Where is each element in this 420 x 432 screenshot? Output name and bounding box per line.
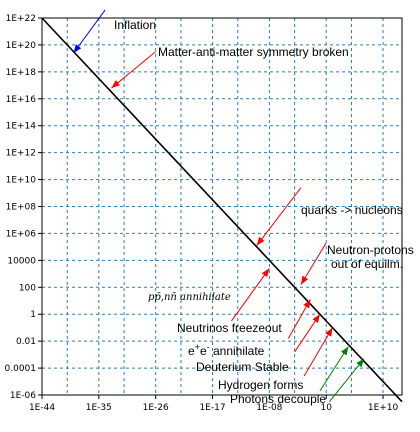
annotation-inflation: Inflation xyxy=(114,18,156,32)
y-tick-label: 1E+18 xyxy=(6,68,37,78)
x-axis-ticks: 1E-44 1E-35 1E-26 1E-17 1E-08 10 1E+10 xyxy=(29,395,399,413)
y-tick-label: 1E+16 xyxy=(6,95,37,105)
y-tick-label: 1E+12 xyxy=(6,149,36,159)
annotation-matter-antimatter: Matter-anti-matter symmetry broken xyxy=(158,45,349,59)
annotation-arrowhead xyxy=(340,346,349,356)
annotation-arrow-line xyxy=(303,327,333,377)
annotation-arrow-line xyxy=(231,268,270,322)
y-tick-label: 1E+14 xyxy=(6,122,37,132)
annotation-arrowhead xyxy=(300,275,309,285)
y-tick-label: 1 xyxy=(30,310,36,320)
y-tick-label: 0.01 xyxy=(16,337,36,347)
y-tick-label: 1E+20 xyxy=(6,41,37,51)
y-tick-label: 100 xyxy=(19,283,36,293)
x-tick-label: 10 xyxy=(320,403,332,413)
annotation-neutron-protons: Neutron-protons xyxy=(327,243,414,257)
x-tick-label: 1E-17 xyxy=(199,403,225,413)
annotation-arrow-line xyxy=(328,358,365,403)
x-tick-label: 1E-08 xyxy=(256,403,282,413)
y-tick-label: 1E+06 xyxy=(6,229,37,239)
x-tick-label: 1E-26 xyxy=(143,403,169,413)
y-tick-label: 1E+10 xyxy=(6,176,37,186)
annotation-deuterium-stable: Deuterium Stable xyxy=(196,360,289,374)
y-tick-label: 10000 xyxy=(7,256,36,266)
data-series xyxy=(41,17,403,403)
annotation-arrow-line xyxy=(73,9,106,54)
annotation-e-e-annihilate: e+e- annihilate xyxy=(188,342,265,358)
annotation-hydrogen-forms: Hydrogen forms xyxy=(218,378,303,392)
annotation-arrowhead xyxy=(303,299,311,309)
y-tick-label: 0.0001 xyxy=(5,364,37,374)
annotation-arrowhead xyxy=(73,44,82,54)
annotation-arrow-line xyxy=(319,346,349,392)
grid-lines xyxy=(42,18,402,395)
annotation-arrowhead xyxy=(325,327,333,337)
annotation-arrowhead xyxy=(256,236,265,246)
annotation-quarks-nucleons: quarks -> nucleons xyxy=(301,203,403,217)
y-tick-label: 1E+08 xyxy=(6,203,37,213)
x-tick-label: 1E-35 xyxy=(86,403,112,413)
annotation-arrowhead xyxy=(312,314,320,324)
annotation-arrowhead xyxy=(356,358,365,368)
annotation-arrowhead xyxy=(261,268,270,278)
annotation-neutrinos-freezeout: Neutrinos freezeout xyxy=(177,321,282,335)
temperature-line xyxy=(41,17,403,403)
x-tick-label: 1E-44 xyxy=(29,403,55,413)
annotation-pp-nn-annihilate: pp̄,nn̄ annihilate xyxy=(148,292,231,303)
x-tick-label: 1E+10 xyxy=(368,403,399,413)
annotation-out-of-equilibrium: out of equilm. xyxy=(331,257,403,271)
annotation-arrowhead xyxy=(111,80,121,89)
annotation-arrow-line xyxy=(111,51,157,89)
annotation-arrows xyxy=(73,9,365,403)
y-axis-ticks: 1E+22 1E+20 1E+18 1E+16 1E+14 1E+12 1E+10 1E+08… xyxy=(5,14,42,401)
y-tick-label: 1E-06 xyxy=(10,391,36,401)
annotation-photons-decouple: Photons decouple xyxy=(230,392,326,406)
annotation-arrow-line xyxy=(256,187,302,246)
y-tick-label: 1E+22 xyxy=(6,14,36,24)
